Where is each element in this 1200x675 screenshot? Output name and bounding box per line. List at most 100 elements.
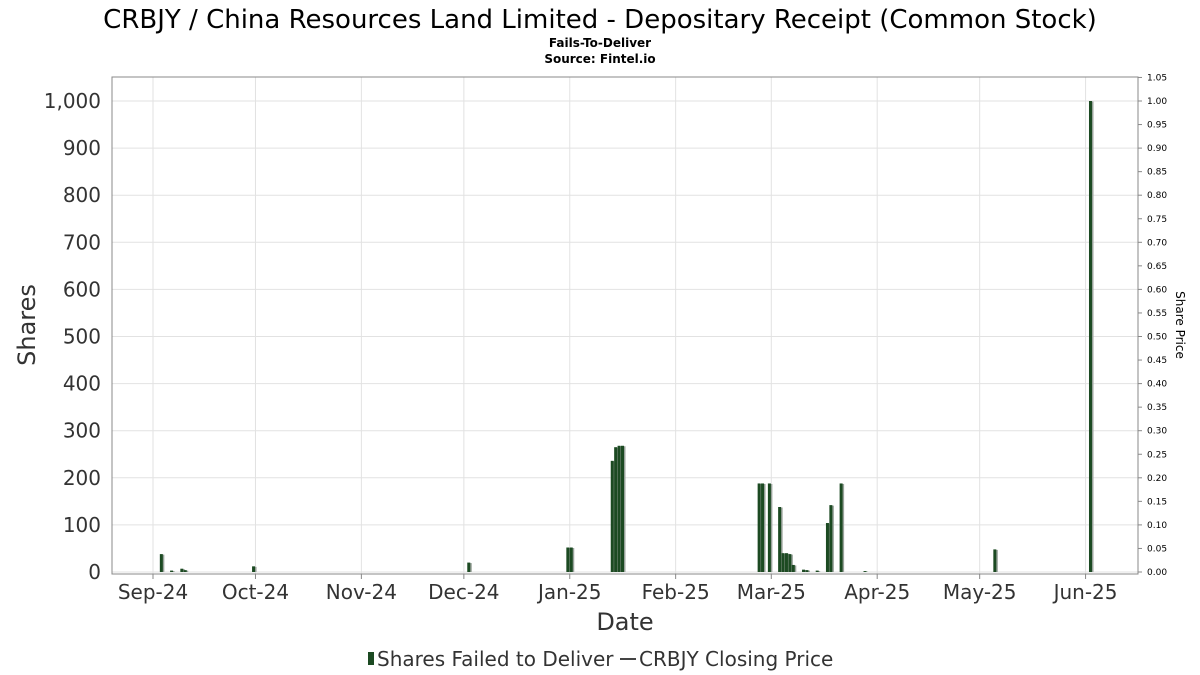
y2-tick-label: 0.65 <box>1147 262 1167 272</box>
x-axis-ticks: Sep-24 Oct-24 Nov-24 Dec-24 Jan-25 Feb-25 Mar-… <box>118 574 1118 604</box>
y2-tick-label: 0.75 <box>1147 215 1167 225</box>
y2-tick-label: 0.50 <box>1147 333 1167 343</box>
y-tick-label: 800 <box>63 183 101 207</box>
y2-tick-label: 0.95 <box>1147 121 1167 131</box>
fails-bar <box>1088 101 1094 572</box>
y-tick-label: 400 <box>63 372 101 396</box>
fails-bar <box>180 568 185 572</box>
fails-bar <box>566 547 571 572</box>
y2-axis-ticks: 0.00 0.05 0.10 0.15 0.20 0.25 0.30 0.35 0.40 0.45… <box>1138 73 1167 578</box>
fails-bar <box>791 564 797 572</box>
fails-bar <box>761 483 766 572</box>
y-tick-label: 700 <box>63 230 101 254</box>
fails-bar <box>620 445 626 572</box>
fails-bar-fill <box>767 483 771 572</box>
y-tick-label: 300 <box>63 419 101 443</box>
y-tick-label: 600 <box>63 277 101 301</box>
fails-bar <box>170 570 175 572</box>
x-tick-label: Feb-25 <box>642 580 710 604</box>
fails-bar-fill <box>617 445 621 572</box>
fails-bar-fill <box>805 570 809 572</box>
fails-bar-fill <box>802 569 806 572</box>
fails-bar <box>781 553 787 572</box>
y2-tick-label: 0.55 <box>1147 309 1167 319</box>
fails-bar-fill <box>788 554 792 572</box>
y2-tick-label: 0.15 <box>1147 497 1167 507</box>
x-tick-label: Nov-24 <box>326 580 397 604</box>
fails-bar <box>617 445 623 572</box>
legend-swatch-fails <box>368 652 374 665</box>
y2-tick-label: 0.70 <box>1147 238 1167 248</box>
fails-bar-fill <box>467 562 471 572</box>
y2-tick-label: 0.80 <box>1147 191 1167 201</box>
x-tick-label: Oct-24 <box>222 580 289 604</box>
fails-bar <box>767 483 773 572</box>
fails-bar <box>825 523 831 572</box>
fails-bar <box>815 570 821 572</box>
fails-bar-fill <box>778 507 782 572</box>
fails-bar <box>788 554 793 572</box>
fails-bar <box>183 570 189 572</box>
fails-bar <box>614 447 619 572</box>
y-axis-ticks: 0 100 200 300 400 500 600 700 800 900 1,000 <box>44 89 101 584</box>
y-tick-label: 900 <box>63 136 101 160</box>
fails-bar-fill <box>815 570 819 572</box>
fails-bar <box>252 566 257 572</box>
fails-bar <box>993 549 998 572</box>
y2-tick-label: 0.40 <box>1147 380 1167 390</box>
fails-bar-fill <box>566 547 570 572</box>
chart-title: CRBJY / China Resources Land Limited - D… <box>103 5 1097 35</box>
chart-source: Source: Fintel.io <box>544 52 655 66</box>
x-tick-label: Jan-25 <box>536 580 602 604</box>
legend: Shares Failed to Deliver CRBJY Closing P… <box>368 647 833 671</box>
fails-bar-fill <box>1088 101 1092 572</box>
fails-bar-fill <box>791 564 795 572</box>
y2-tick-label: 0.45 <box>1147 356 1167 366</box>
y2-tick-label: 0.60 <box>1147 285 1167 295</box>
x-tick-label: Jun-25 <box>1052 580 1118 604</box>
fails-bar <box>829 505 834 572</box>
fails-bar-fill <box>170 570 174 572</box>
fails-bar <box>159 554 165 572</box>
fails-bar-fill <box>180 568 184 572</box>
y-tick-label: 200 <box>63 466 101 490</box>
fails-bar-fill <box>993 549 997 572</box>
grid-lines <box>112 77 1138 574</box>
fails-bar-fill <box>569 547 573 572</box>
fails-bar <box>610 460 616 572</box>
fails-bar <box>784 553 790 572</box>
fails-bar <box>757 483 763 572</box>
fails-bar-fill <box>159 554 163 572</box>
y-tick-label: 1,000 <box>44 89 101 113</box>
fails-bar <box>778 507 783 572</box>
legend-label-fails: Shares Failed to Deliver <box>377 647 614 671</box>
y2-tick-label: 0.90 <box>1147 144 1167 154</box>
y2-tick-label: 1.00 <box>1147 97 1167 107</box>
plot-frame <box>111 76 1139 575</box>
y-tick-label: 0 <box>88 560 101 584</box>
fails-bars <box>159 101 1094 572</box>
fails-bar <box>467 562 472 572</box>
legend-label-price: CRBJY Closing Price <box>639 647 833 671</box>
y2-tick-label: 0.25 <box>1147 450 1167 460</box>
fails-bar-fill <box>252 566 256 572</box>
fails-bar-fill <box>829 505 833 572</box>
y-tick-label: 500 <box>63 325 101 349</box>
fails-bar-fill <box>757 483 761 572</box>
y2-tick-label: 0.85 <box>1147 168 1167 178</box>
y2-tick-label: 0.00 <box>1147 568 1167 578</box>
chart-subtitle: Fails-To-Deliver <box>549 36 651 50</box>
x-tick-label: May-25 <box>943 580 1017 604</box>
x-tick-label: Apr-25 <box>844 580 910 604</box>
fails-bar <box>839 483 845 572</box>
fails-bar-fill <box>781 553 785 572</box>
y2-tick-label: 0.10 <box>1147 521 1167 531</box>
y2-tick-label: 0.05 <box>1147 544 1167 554</box>
fails-bar-fill <box>761 483 765 572</box>
fails-bar-fill <box>825 523 829 572</box>
y2-axis-label: Share Price <box>1173 291 1187 359</box>
y-tick-label: 100 <box>63 513 101 537</box>
x-tick-label: Mar-25 <box>737 580 806 604</box>
y2-tick-label: 0.35 <box>1147 403 1167 413</box>
